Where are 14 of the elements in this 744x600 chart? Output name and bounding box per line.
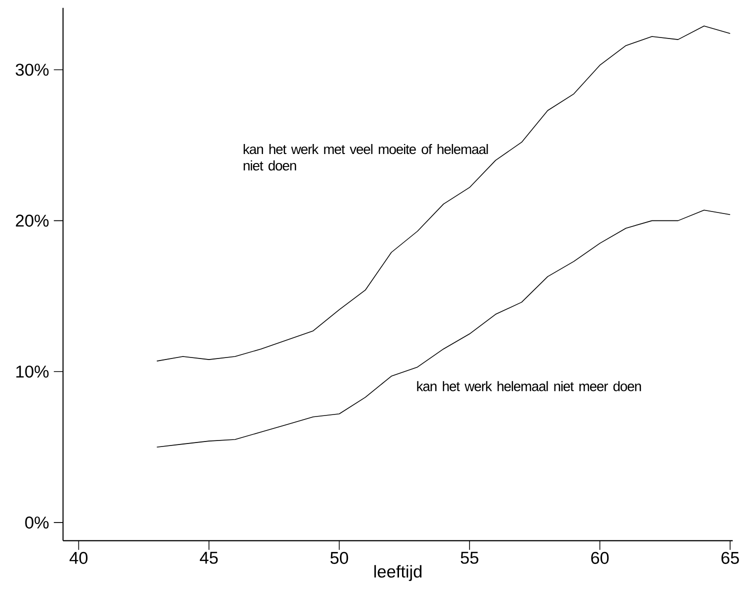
series-label: kan het werk met veel moeite of helemaal niet doen [244, 144, 488, 171]
y-tick-label: 30% [16, 64, 49, 76]
x-tick-label: 50 [330, 552, 348, 564]
y-tick-label: 0% [25, 516, 49, 529]
line-series [156, 210, 731, 448]
x-tick-label: 55 [460, 552, 478, 564]
series-label: kan het werk helemaal niet meer doen [417, 381, 641, 392]
x-tick-label: 40 [70, 552, 88, 564]
x-axis-title: leeftijd [374, 565, 422, 582]
y-tick-label: 10% [16, 366, 49, 378]
x-tick-label: 60 [591, 552, 609, 564]
x-tick-label: 45 [200, 552, 218, 564]
y-tick-label: 20% [16, 214, 49, 227]
x-tick-label: 65 [722, 552, 739, 564]
